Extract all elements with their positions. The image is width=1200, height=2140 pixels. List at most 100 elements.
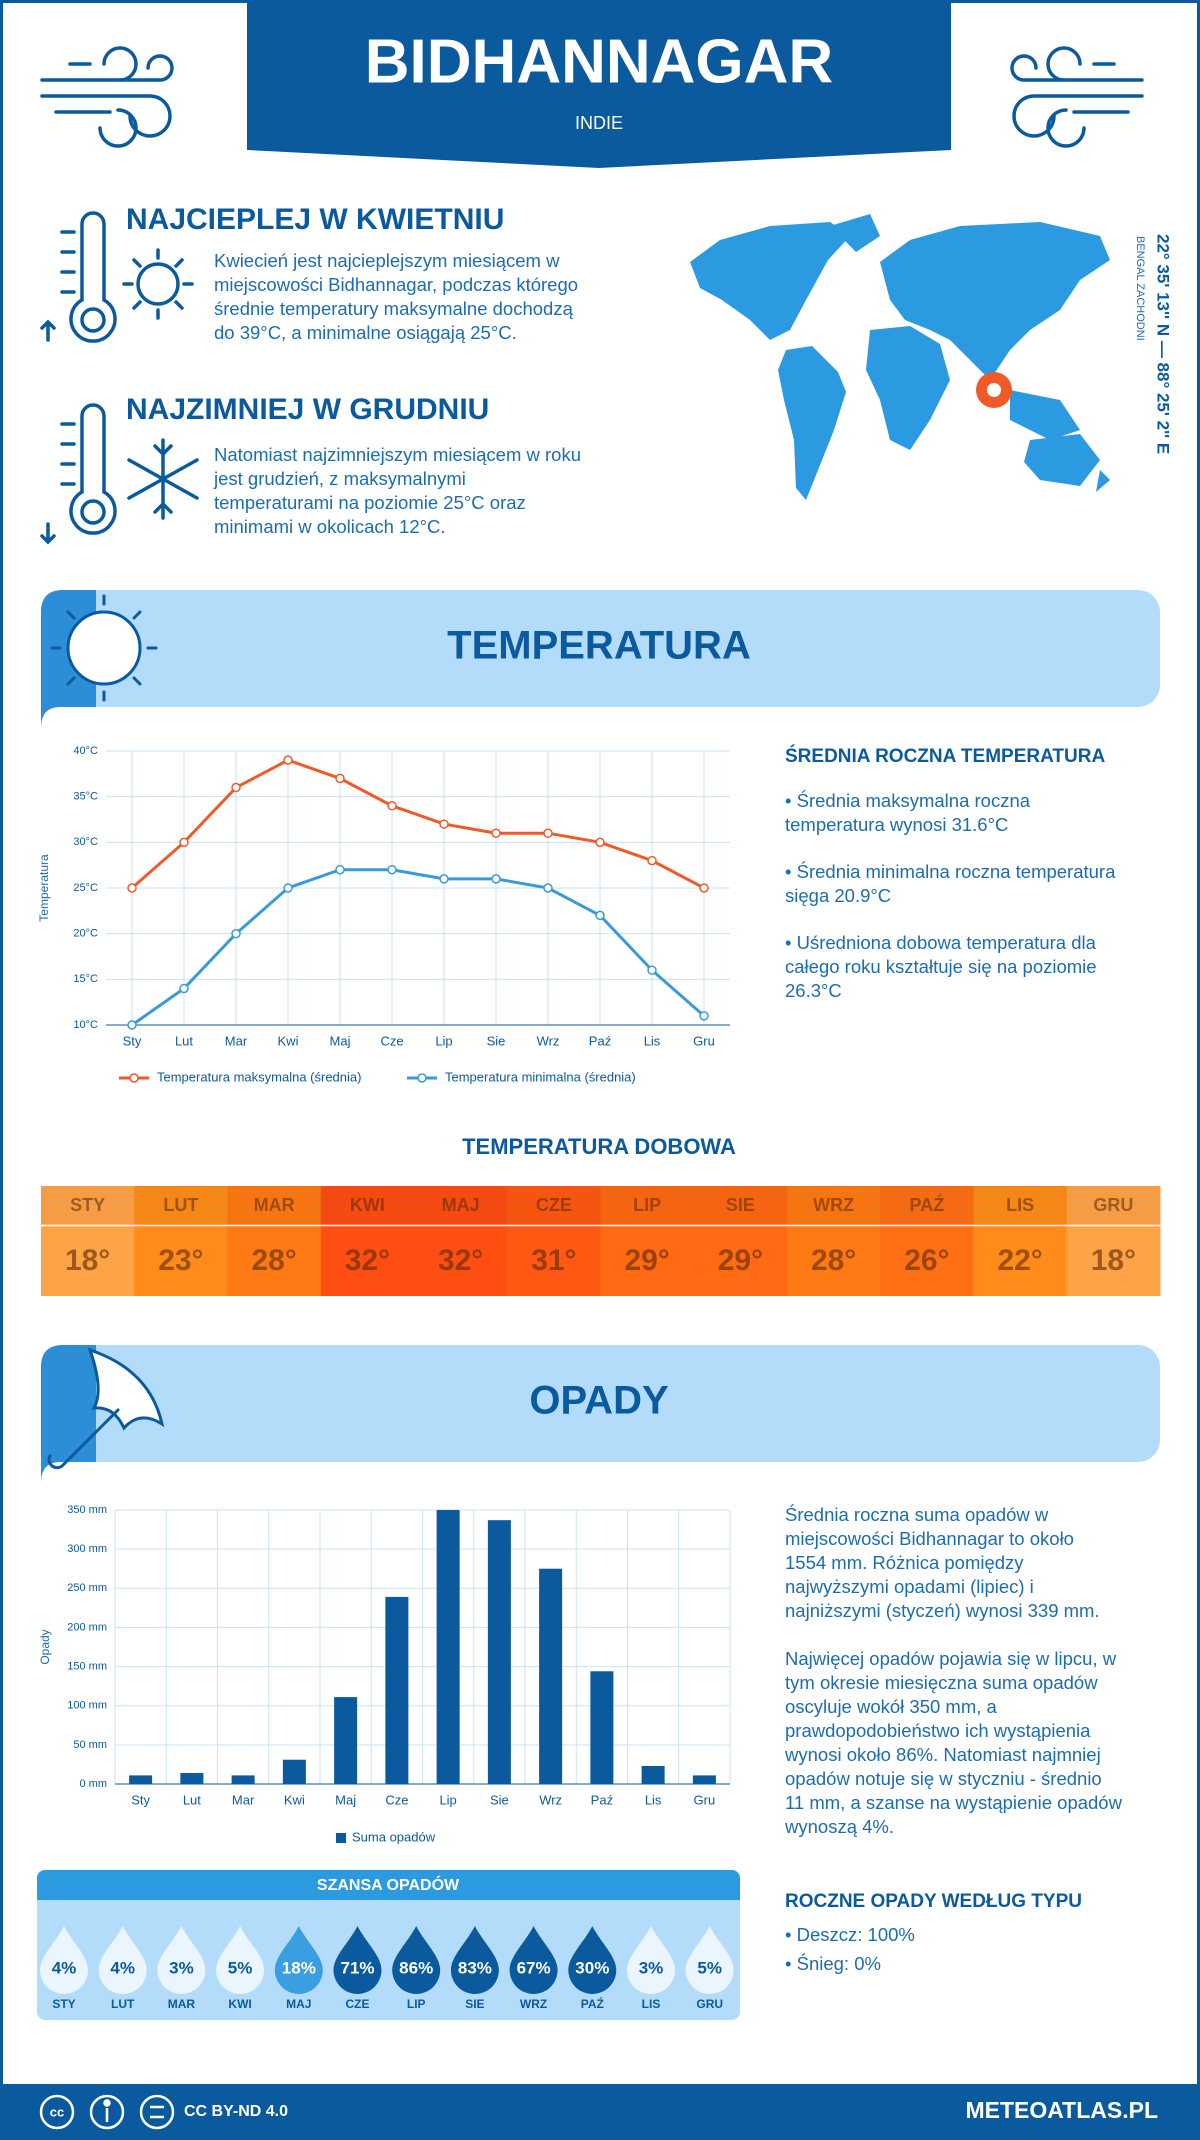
x-tick-label: Gru bbox=[694, 1792, 716, 1807]
temperature-label: 29° bbox=[624, 1244, 669, 1277]
month-header-shade bbox=[787, 1186, 881, 1225]
precipitation-type-title: ROCZNE OPADY WEDŁUG TYPU bbox=[785, 1891, 1082, 1912]
temperature-line bbox=[131, 868, 705, 1027]
legend-swatch-marker bbox=[129, 1073, 139, 1083]
month-label: CZE bbox=[536, 1195, 572, 1215]
x-tick-label: Lip bbox=[435, 1033, 452, 1048]
legend-swatch-marker bbox=[417, 1073, 427, 1083]
bar bbox=[334, 1697, 358, 1784]
month-header-shade bbox=[134, 1186, 228, 1225]
rain-drop bbox=[98, 1926, 147, 1994]
region: BENGAL ZACHODNI bbox=[1134, 236, 1146, 341]
point bbox=[595, 910, 605, 921]
y-tick-label: 20°C bbox=[73, 928, 98, 940]
point bbox=[647, 965, 657, 975]
month-header-shade bbox=[414, 1186, 508, 1225]
precipitation-text: tym okresie miesięczna suma opadów bbox=[785, 1672, 1098, 1693]
y-tick-label: 10°C bbox=[73, 1019, 98, 1031]
month-label: GRU bbox=[1093, 1195, 1133, 1215]
temperature-label: 28° bbox=[811, 1244, 856, 1277]
chance-month: MAJ bbox=[286, 1997, 311, 2011]
point bbox=[179, 837, 189, 848]
month-header-cell bbox=[973, 1186, 1068, 1225]
point bbox=[491, 828, 501, 838]
chance-label: 5% bbox=[697, 1958, 722, 1977]
chance-label: 4% bbox=[110, 1958, 135, 1977]
temperature-cell bbox=[41, 1226, 135, 1296]
location-marker-center bbox=[987, 383, 1001, 397]
precipitation-text: prawdopodobieństwo ich wystąpienia bbox=[785, 1720, 1091, 1741]
header-banner bbox=[247, 0, 951, 168]
point bbox=[543, 883, 553, 893]
month-label: MAR bbox=[254, 1195, 295, 1215]
chance-month: CZE bbox=[346, 1997, 370, 2011]
x-tick-label: Lip bbox=[439, 1792, 456, 1807]
month-header-shade bbox=[507, 1186, 601, 1225]
temperature-bullet: sięga 20.9°C bbox=[785, 885, 891, 906]
point bbox=[595, 837, 605, 848]
precipitation-banner bbox=[41, 1345, 1160, 1462]
temperature-cell bbox=[507, 1226, 601, 1296]
precipitation-text: Średnia roczna suma opadów w bbox=[785, 1504, 1049, 1525]
rain-drop bbox=[333, 1926, 382, 1994]
point bbox=[283, 883, 293, 893]
temperature-label: 18° bbox=[65, 1244, 110, 1277]
month-header-shade bbox=[320, 1186, 415, 1225]
month-label: LIS bbox=[1006, 1195, 1034, 1215]
coldest-text: temperaturami na poziomie 25°C oraz bbox=[214, 492, 526, 513]
precipitation-type-item: • Deszcz: 100% bbox=[785, 1924, 915, 1945]
precipitation-text: 11 mm, a szanse na wystąpienie opadów bbox=[785, 1792, 1123, 1813]
point bbox=[387, 801, 397, 811]
chance-label: 71% bbox=[340, 1958, 374, 1977]
point bbox=[699, 1011, 709, 1021]
month-header-cell bbox=[1066, 1186, 1161, 1225]
x-tick-label: Gru bbox=[693, 1033, 715, 1048]
bar bbox=[129, 1775, 153, 1784]
point bbox=[543, 828, 553, 838]
point bbox=[647, 855, 657, 866]
x-tick-label: Kwi bbox=[278, 1033, 299, 1048]
point bbox=[231, 928, 241, 939]
x-tick-label: Sty bbox=[123, 1033, 142, 1048]
chance-month: PAŹ bbox=[581, 1996, 604, 2011]
month-header-cell bbox=[507, 1186, 601, 1225]
hottest-title: NAJCIEPLEJ W KWIETNIU bbox=[126, 203, 504, 236]
sun-icon bbox=[50, 594, 158, 702]
x-tick-label: Maj bbox=[330, 1033, 351, 1048]
y-tick-label: 200 mm bbox=[67, 1621, 107, 1633]
temperature-bullet: • Uśredniona dobowa temperatura dla bbox=[785, 932, 1097, 953]
legend-label: Temperatura maksymalna (średnia) bbox=[157, 1069, 361, 1084]
month-header-cell bbox=[414, 1186, 508, 1225]
point bbox=[127, 883, 137, 893]
site-name: METEOATLAS.PL bbox=[965, 2097, 1158, 2123]
umbrella-icon bbox=[47, 1347, 165, 1470]
precipitation-heading: OPADY bbox=[529, 1379, 669, 1423]
point bbox=[439, 819, 449, 829]
x-tick-label: Kwi bbox=[284, 1792, 305, 1807]
legend-label: Suma opadów bbox=[352, 1829, 436, 1844]
precipitation-text: 1554 mm. Różnica pomiędzy bbox=[785, 1552, 1024, 1573]
y-tick-label: 50 mm bbox=[73, 1739, 107, 1751]
temperature-label: 26° bbox=[904, 1244, 949, 1277]
coldest-title: NAJZIMNIEJ W GRUDNIU bbox=[126, 393, 489, 426]
hottest-text: średnie temperatury maksymalne dochodzą bbox=[214, 298, 574, 319]
temperature-summary-title: ŚREDNIA ROCZNA TEMPERATURA bbox=[785, 745, 1105, 767]
temperature-cell bbox=[693, 1226, 788, 1296]
chance-month: STY bbox=[52, 1997, 75, 2011]
chance-month: KWI bbox=[228, 1997, 251, 2011]
x-tick-label: Maj bbox=[335, 1792, 356, 1807]
x-tick-label: Sie bbox=[490, 1792, 509, 1807]
y-axis-label: Temperatura bbox=[37, 854, 51, 922]
coordinates: 22° 35' 13'' N — 88° 25' 2'' E bbox=[1154, 234, 1173, 454]
temperature-bullet: 26.3°C bbox=[785, 980, 842, 1001]
daily-temperature-title: TEMPERATURA DOBOWA bbox=[462, 1134, 736, 1159]
month-header-cell bbox=[787, 1186, 881, 1225]
temperature-label: 31° bbox=[531, 1244, 576, 1277]
chance-label: 18% bbox=[282, 1958, 316, 1977]
month-header-cell bbox=[880, 1186, 974, 1225]
x-tick-label: Mar bbox=[225, 1033, 248, 1048]
x-tick-label: Sty bbox=[131, 1792, 150, 1807]
temperature-bullet: temperatura wynosi 31.6°C bbox=[785, 814, 1008, 835]
y-tick-label: 250 mm bbox=[67, 1582, 107, 1594]
